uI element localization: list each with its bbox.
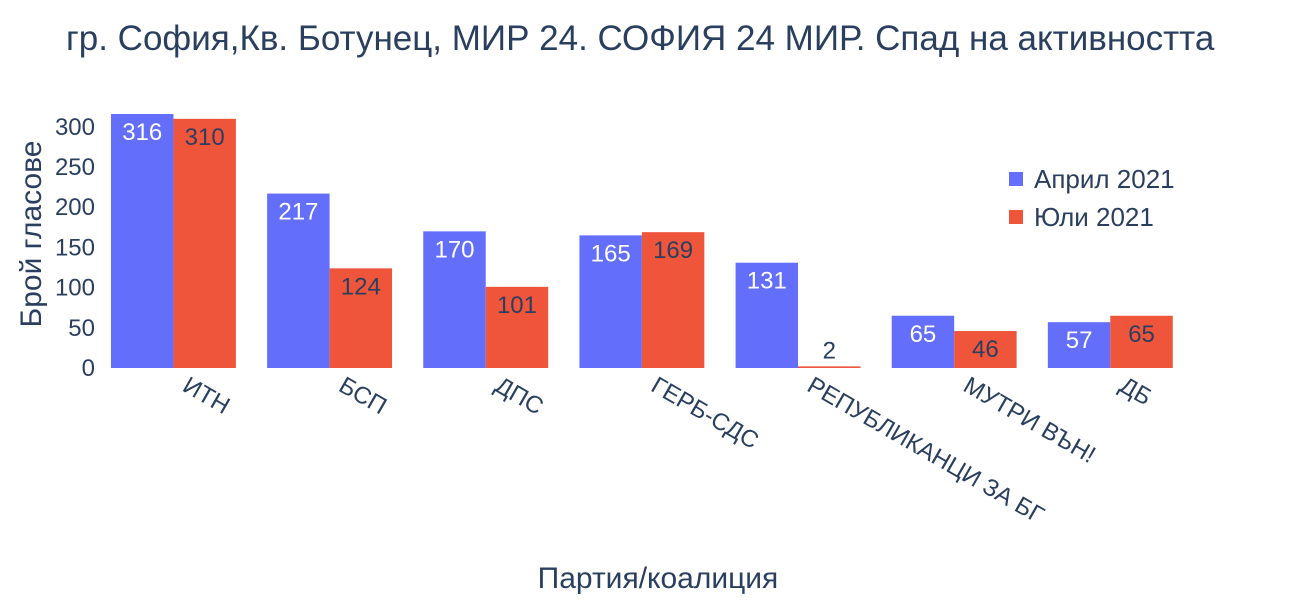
y-tick-label: 300: [55, 114, 95, 141]
bar-value-label: 217: [278, 199, 318, 226]
x-tick-label: ГЕРБ-СДС: [647, 372, 764, 455]
bar[interactable]: [173, 118, 236, 368]
bar[interactable]: [485, 286, 549, 368]
bar-value-label: 165: [591, 240, 631, 267]
x-tick-label: ИТН: [178, 372, 234, 420]
legend[interactable]: Април 2021 Юли 2021: [1009, 164, 1175, 232]
bar[interactable]: [111, 114, 174, 368]
bar-value-label: 131: [747, 268, 787, 295]
x-tick-label: ДБ: [1115, 372, 1156, 411]
legend-label[interactable]: Юли 2021: [1034, 202, 1154, 232]
y-axis: 0 50 100 150 200 250 300: [55, 114, 95, 382]
y-tick-label: 250: [55, 154, 95, 181]
y-tick-label: 100: [55, 275, 95, 302]
legend-label[interactable]: Април 2021: [1034, 164, 1175, 194]
y-tick-label: 150: [55, 234, 95, 261]
x-tick-label: ДПС: [490, 372, 548, 421]
x-axis: ИТН БСП ДПС ГЕРБ-СДС РЕПУБЛИКАНЦИ ЗА БГМУТРИ…: [178, 372, 1156, 529]
bar[interactable]: [1047, 322, 1111, 368]
bar-value-label: 65: [910, 321, 937, 348]
bar[interactable]: [735, 262, 799, 368]
bar[interactable]: [1110, 315, 1173, 368]
bar-value-label: 316: [122, 119, 162, 146]
bar[interactable]: [579, 235, 642, 368]
bar-value-label: 310: [185, 124, 225, 151]
bar-value-label: 2: [823, 337, 836, 364]
bar[interactable]: [641, 232, 705, 368]
bar-value-label: 101: [497, 292, 537, 319]
bar-value-label: 124: [341, 273, 381, 300]
bar[interactable]: [267, 193, 330, 368]
bar-value-label: 65: [1128, 321, 1155, 348]
y-axis-title: Брой гласове: [15, 141, 48, 328]
y-tick-label: 200: [55, 194, 95, 221]
bar-value-label: 169: [653, 237, 693, 264]
y-tick-label: 50: [68, 315, 95, 342]
legend-swatch[interactable]: [1009, 210, 1023, 224]
x-tick-label: БСП: [334, 372, 391, 420]
y-tick-label: 0: [82, 355, 95, 382]
bar-value-label: 46: [972, 336, 999, 363]
chart-title: гр. София,Кв. Ботунец, МИР 24. СОФИЯ 24 …: [66, 19, 1215, 58]
x-axis-title: Партия/коалиция: [538, 562, 779, 595]
legend-swatch[interactable]: [1009, 172, 1023, 186]
x-tick-label: МУТРИ ВЪН!: [959, 372, 1100, 469]
bar[interactable]: [798, 366, 861, 368]
bar[interactable]: [954, 331, 1017, 368]
bars: 316 310 217 124 170 101 165 169 131 2 65 46 57 65: [111, 114, 1173, 368]
bar[interactable]: [329, 268, 393, 368]
bar-value-label: 57: [1066, 327, 1093, 354]
bar[interactable]: [423, 231, 486, 368]
bar-value-label: 170: [434, 236, 474, 263]
bar[interactable]: [891, 315, 955, 368]
